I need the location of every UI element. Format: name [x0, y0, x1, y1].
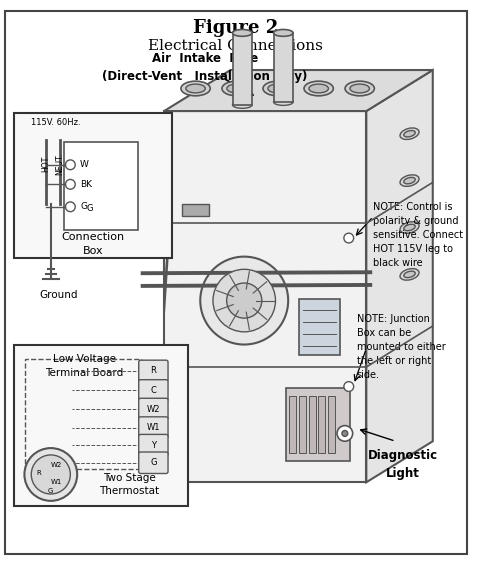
Text: Electrical Connections: Electrical Connections	[148, 38, 323, 53]
FancyBboxPatch shape	[139, 452, 168, 473]
Text: Connection
Box: Connection Box	[61, 232, 124, 255]
Bar	[286, 388, 350, 461]
Ellipse shape	[350, 84, 369, 93]
Ellipse shape	[268, 84, 287, 93]
Ellipse shape	[404, 224, 415, 231]
Circle shape	[31, 455, 71, 494]
Bar	[232, 33, 252, 105]
Ellipse shape	[400, 128, 419, 140]
Circle shape	[25, 448, 77, 501]
Text: Two Stage
Thermostat: Two Stage Thermostat	[99, 473, 159, 496]
Circle shape	[213, 270, 275, 332]
Text: Air  Intake  Pipe
(Direct-Vent   Installation only): Air Intake Pipe (Direct-Vent Installatio…	[102, 51, 308, 82]
Text: Figure 2: Figure 2	[193, 19, 278, 37]
Ellipse shape	[273, 98, 293, 106]
Circle shape	[337, 425, 353, 441]
Bar	[26, 359, 141, 468]
Text: Diagnostic
Light: Diagnostic Light	[368, 449, 438, 480]
Text: NOTE: Control is
polarity & ground
sensitive. Connect
HOT 115V leg to
black wire: NOTE: Control is polarity & ground sensi…	[373, 202, 463, 268]
Circle shape	[200, 257, 288, 345]
Text: HOT: HOT	[42, 156, 50, 172]
Text: BK: BK	[80, 180, 92, 189]
Text: NEUT.: NEUT.	[55, 153, 64, 175]
Ellipse shape	[304, 81, 333, 96]
Ellipse shape	[400, 221, 419, 233]
Ellipse shape	[263, 81, 292, 96]
FancyBboxPatch shape	[139, 398, 168, 420]
Ellipse shape	[404, 271, 415, 277]
Text: Low Voltage
Terminal Board: Low Voltage Terminal Board	[45, 354, 123, 377]
Text: G: G	[48, 488, 54, 494]
Ellipse shape	[273, 29, 293, 36]
Bar	[164, 111, 366, 483]
Ellipse shape	[400, 175, 419, 186]
Ellipse shape	[345, 81, 374, 96]
Bar	[299, 396, 306, 453]
Text: R: R	[150, 367, 156, 375]
Ellipse shape	[232, 29, 252, 36]
Ellipse shape	[222, 81, 251, 96]
Ellipse shape	[404, 177, 415, 184]
FancyBboxPatch shape	[139, 434, 168, 456]
Bar	[328, 396, 335, 453]
Bar	[64, 142, 138, 230]
Bar	[182, 204, 209, 216]
Ellipse shape	[186, 84, 205, 93]
FancyBboxPatch shape	[139, 380, 168, 401]
Text: NOTE: Junction
Box can be
mounted to either
the left or right
side.: NOTE: Junction Box can be mounted to eit…	[356, 314, 445, 380]
Text: Y: Y	[151, 441, 156, 450]
FancyBboxPatch shape	[139, 417, 168, 438]
Ellipse shape	[404, 131, 415, 137]
Text: G: G	[80, 202, 87, 211]
Polygon shape	[366, 70, 433, 483]
Text: W2: W2	[147, 405, 160, 414]
Bar	[299, 299, 340, 355]
Bar	[273, 33, 293, 102]
FancyBboxPatch shape	[139, 360, 168, 381]
Text: W1: W1	[51, 479, 62, 485]
Circle shape	[344, 381, 354, 392]
Text: W2: W2	[51, 462, 62, 468]
Circle shape	[342, 431, 348, 436]
Ellipse shape	[227, 84, 246, 93]
Bar	[318, 396, 326, 453]
Bar	[14, 345, 187, 506]
Ellipse shape	[181, 81, 210, 96]
Circle shape	[66, 180, 75, 189]
Text: G: G	[86, 204, 93, 213]
Bar	[309, 396, 315, 453]
Circle shape	[344, 233, 354, 243]
Text: R: R	[37, 470, 42, 476]
Text: 115V. 60Hz.: 115V. 60Hz.	[31, 118, 81, 127]
Text: W: W	[80, 160, 89, 170]
Ellipse shape	[232, 102, 252, 108]
Text: C: C	[150, 386, 156, 395]
Text: G: G	[150, 458, 156, 467]
Text: Ground: Ground	[40, 290, 78, 299]
Bar	[14, 113, 172, 258]
Bar	[289, 396, 296, 453]
Text: W1: W1	[147, 423, 160, 432]
Ellipse shape	[400, 268, 419, 280]
Circle shape	[66, 160, 75, 170]
Polygon shape	[164, 70, 433, 111]
Circle shape	[66, 202, 75, 212]
Circle shape	[227, 283, 262, 318]
Ellipse shape	[309, 84, 328, 93]
